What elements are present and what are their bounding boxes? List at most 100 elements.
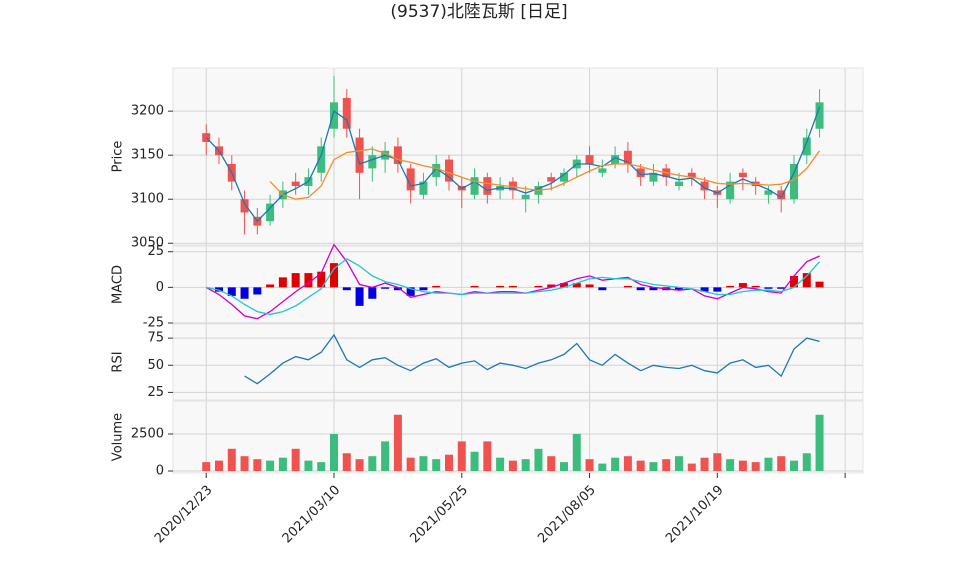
volume-bar	[368, 456, 377, 472]
histogram-bar	[675, 287, 683, 291]
histogram-bar	[406, 287, 415, 296]
histogram-bar	[560, 283, 568, 288]
candle-body	[687, 172, 696, 178]
volume-bar	[611, 457, 620, 472]
histogram-bar	[496, 285, 505, 288]
y-tick-label: 50	[147, 358, 164, 373]
y-axis-label: RSI	[111, 351, 126, 372]
histogram-bar	[240, 287, 249, 299]
volume-bar	[406, 457, 415, 472]
candle-body	[368, 155, 377, 169]
histogram-bar	[598, 287, 607, 291]
histogram-bar	[700, 287, 709, 292]
candle-body	[470, 177, 479, 195]
series-line	[206, 258, 821, 316]
y-tick-label: 0	[156, 280, 164, 295]
candle-body	[649, 172, 658, 182]
volume-bar	[253, 459, 262, 472]
candle-body	[623, 150, 632, 164]
histogram-bar	[355, 287, 364, 306]
histogram-bar	[713, 287, 722, 292]
volume-bar	[547, 456, 556, 472]
histogram-bar	[470, 285, 479, 288]
volume-bar	[304, 460, 313, 472]
volume-bar	[738, 460, 747, 472]
histogram-bar	[649, 287, 658, 291]
candle-body	[700, 181, 709, 191]
y-tick-label: 2500	[131, 427, 164, 442]
candle-body	[764, 190, 773, 195]
candle-body	[636, 168, 645, 178]
histogram-bar	[342, 287, 351, 291]
histogram-bar	[278, 277, 287, 288]
candle-body	[432, 163, 441, 178]
x-tick-label: 2021/10/19	[663, 483, 727, 547]
y-tick-label: 3150	[131, 148, 164, 163]
candle-body	[521, 194, 530, 200]
histogram-bar	[636, 287, 645, 291]
volume-bar	[636, 460, 645, 472]
volume-bar	[266, 460, 275, 472]
candle-body	[240, 199, 249, 213]
histogram-bar	[764, 287, 773, 289]
volume-bar	[445, 454, 453, 472]
x-tick-label: 2020/12/23	[152, 483, 216, 547]
volume-bar	[342, 453, 351, 472]
histogram-bar	[419, 287, 428, 291]
volume-bar	[521, 459, 530, 472]
histogram-bar	[368, 287, 377, 299]
volume-bar	[598, 463, 607, 472]
histogram-bar	[432, 285, 441, 288]
chart-title: (9537)北陸瓦斯 [日足]	[390, 2, 567, 22]
histogram-bar	[253, 287, 262, 295]
volume-bar	[419, 456, 428, 472]
panel-background	[172, 400, 864, 474]
volume-bar	[713, 453, 722, 472]
volume-bar	[815, 414, 824, 472]
candle-body	[483, 177, 492, 195]
volume-bar	[662, 459, 671, 472]
histogram-bar	[585, 284, 594, 288]
panel-background	[172, 67, 864, 246]
volume-bar	[623, 456, 632, 472]
candle-body	[738, 172, 747, 178]
candle-body	[675, 181, 683, 186]
y-axis-label: Volume	[111, 413, 126, 461]
histogram-bar	[777, 287, 786, 289]
candle-body	[202, 133, 211, 142]
histogram-bar	[304, 273, 313, 288]
x-tick-label: 2021/08/05	[535, 483, 599, 547]
histogram-bar	[330, 263, 338, 288]
candle-body	[445, 159, 453, 182]
volume-bar	[227, 448, 236, 472]
volume-bar	[393, 414, 402, 472]
volume-bar	[483, 441, 492, 472]
candle-body	[790, 163, 798, 200]
candle-body	[815, 102, 824, 129]
volume-bar	[649, 462, 658, 472]
candle-body	[560, 172, 568, 182]
volume-bar	[790, 460, 798, 472]
volume-bar	[508, 460, 517, 472]
volume-bar	[777, 456, 786, 472]
candle-body	[611, 155, 620, 164]
candle-body	[547, 177, 556, 182]
volume-bar	[215, 460, 223, 472]
histogram-bar	[726, 285, 735, 288]
candle-body	[266, 203, 275, 222]
volume-bar	[432, 459, 441, 472]
volume-bar	[457, 441, 466, 472]
volume-bar	[381, 441, 390, 472]
histogram-bar	[738, 283, 747, 288]
volume-bar	[278, 457, 287, 472]
histogram-bar	[802, 273, 811, 288]
histogram-bar	[215, 287, 223, 292]
volume-bar	[496, 457, 505, 472]
y-tick-label: 3050	[131, 236, 164, 251]
histogram-bar	[751, 285, 760, 288]
histogram-bar	[381, 287, 390, 289]
y-tick-label: -25	[143, 316, 164, 331]
series-line	[205, 243, 820, 320]
histogram-bar	[317, 271, 326, 288]
